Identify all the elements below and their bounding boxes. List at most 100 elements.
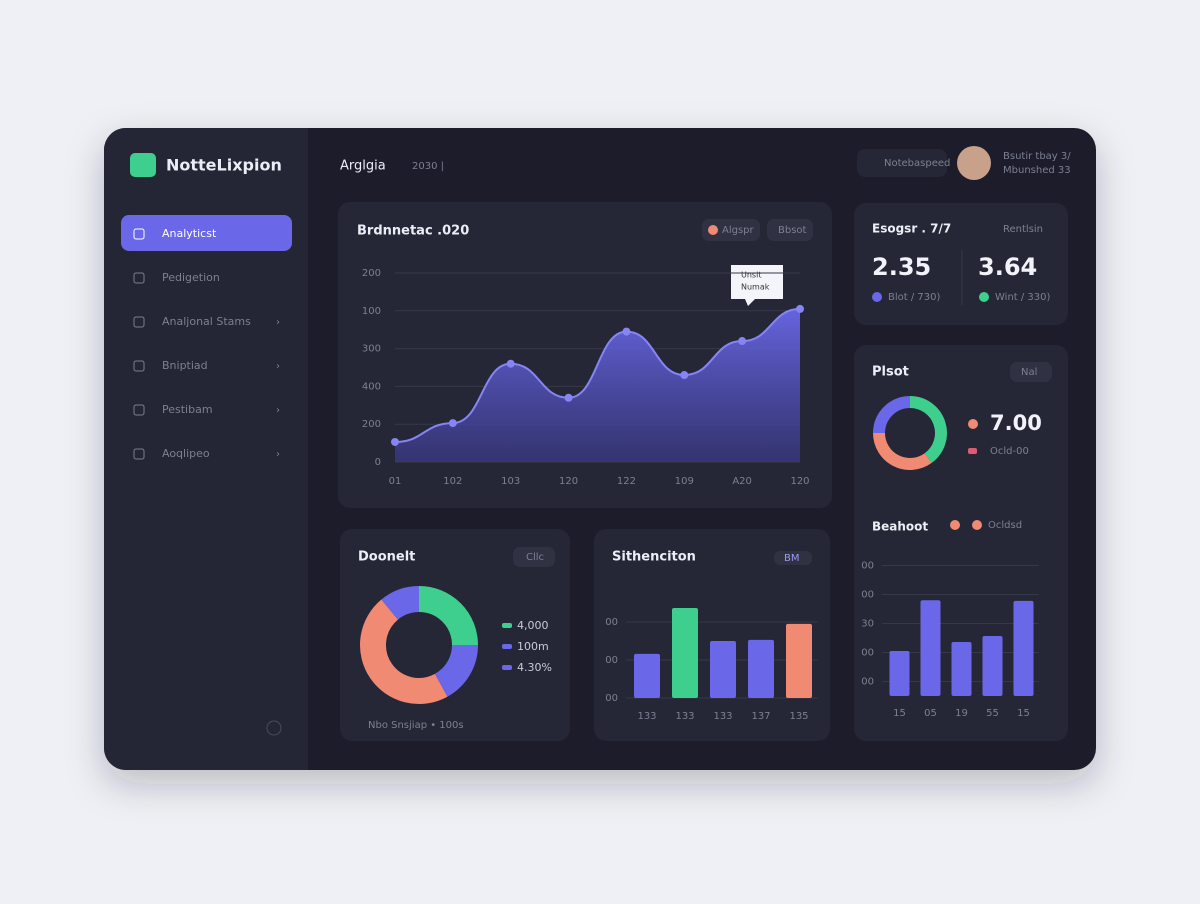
nav-active[interactable] [121, 215, 292, 251]
y-tick-label: 300 [362, 344, 381, 355]
nav-label: Analjonal Stams [162, 315, 251, 328]
settings-icon[interactable] [266, 720, 282, 736]
x-tick-label: 55 [986, 708, 999, 719]
x-tick-label: 102 [443, 476, 462, 487]
legend-swatch [502, 665, 512, 670]
header-subtitle: 2030 | [412, 161, 444, 172]
card-footer: Nbo Snsjiap • 100s [368, 720, 464, 731]
y-tick-label: 0 [375, 457, 381, 468]
x-tick-label: 122 [617, 476, 636, 487]
card-button[interactable] [774, 551, 812, 565]
bar [982, 635, 1003, 696]
x-tick-label: 15 [893, 708, 906, 719]
nav-icon [133, 448, 145, 460]
legend-dot [950, 520, 960, 530]
stat-label: Blot / 730) [888, 292, 940, 303]
stat-dot [979, 292, 989, 302]
bar [748, 639, 774, 698]
bar [634, 653, 660, 698]
bar [786, 623, 812, 698]
stat-dot [872, 292, 882, 302]
x-tick-label: A20 [732, 476, 752, 487]
bar [951, 642, 972, 696]
donut-segment [873, 432, 932, 470]
bar [920, 600, 941, 696]
legend-label: Ocldsd [988, 520, 1022, 531]
point [506, 359, 515, 368]
legend-label: Bbsot [778, 225, 807, 236]
legend-chip[interactable] [767, 219, 813, 241]
x-tick-label: 15 [1017, 708, 1030, 719]
point [680, 371, 689, 380]
x-tick-label: 120 [790, 476, 809, 487]
x-tick-label: 135 [789, 711, 808, 722]
y-tick-label: 00 [861, 677, 874, 688]
nav-chevron: › [276, 317, 280, 328]
legend-label: Algspr [722, 225, 755, 236]
header-title: Arglgia [340, 159, 386, 174]
x-tick-label: 05 [924, 708, 937, 719]
nav-label: Pedigetion [162, 271, 220, 284]
x-tick-label: 133 [713, 711, 732, 722]
y-tick-label: 200 [362, 419, 381, 430]
legend-dot [972, 520, 982, 530]
card-button-label: Cllc [526, 552, 544, 563]
donut-segment [418, 586, 478, 646]
y-tick-label: 00 [605, 655, 618, 666]
x-tick-label: 01 [389, 476, 402, 487]
x-tick-label: 137 [751, 711, 770, 722]
donut-segment [381, 586, 420, 621]
legend-label: 4,000 [517, 619, 549, 632]
donut-segment [360, 599, 448, 704]
y-tick-label: 00 [861, 590, 874, 601]
point [796, 304, 804, 313]
legend-label: 4.30% [517, 661, 552, 674]
point [564, 393, 573, 402]
x-tick-label: 133 [637, 711, 656, 722]
card-title: Plsot [872, 365, 909, 380]
y-tick-label: 00 [605, 617, 618, 628]
nav-label: Analyticst [162, 227, 217, 240]
sub-label: Ocld-00 [990, 446, 1029, 457]
header-button-label: Notebaspeed [884, 158, 950, 169]
stat-label: Wint / 330) [995, 292, 1051, 303]
legend-label: 100m [517, 640, 549, 653]
point [448, 419, 457, 428]
y-tick-label: 00 [605, 693, 618, 704]
avatar[interactable] [957, 146, 991, 180]
card-button-label: BM [784, 553, 800, 564]
stat-value: 3.64 [978, 253, 1037, 281]
y-tick-label: 400 [362, 381, 381, 392]
nav-icon [133, 272, 145, 284]
value-dot [968, 448, 977, 454]
bar [672, 607, 698, 698]
line [394, 307, 801, 443]
nav-chevron: › [276, 405, 280, 416]
stat-value: 2.35 [872, 253, 931, 281]
nav-icon [133, 228, 145, 240]
nav-chevron: › [276, 361, 280, 372]
legend-swatch [502, 644, 512, 649]
y-tick-label: 200 [362, 268, 381, 279]
card-button[interactable] [1010, 362, 1052, 382]
user-name: Bsutir tbay 3/ [1003, 151, 1071, 162]
donut-segment [909, 396, 947, 463]
nav-icon [133, 316, 145, 328]
y-tick-label: 100 [362, 306, 381, 317]
card-button[interactable] [513, 547, 555, 567]
x-tick-label: 133 [675, 711, 694, 722]
donut-segment [873, 396, 911, 434]
card-title: Sithenciton [612, 550, 696, 565]
card [854, 203, 1068, 325]
card-title: Brdnnetac .020 [357, 224, 469, 239]
nav-icon [133, 404, 145, 416]
point [391, 437, 399, 446]
header-button[interactable] [857, 149, 947, 177]
area [395, 308, 800, 462]
tooltip-line: Unsit [741, 271, 761, 280]
nav-label: Pestibam [162, 403, 213, 416]
bar [1013, 600, 1034, 696]
legend-chip[interactable] [702, 219, 760, 241]
